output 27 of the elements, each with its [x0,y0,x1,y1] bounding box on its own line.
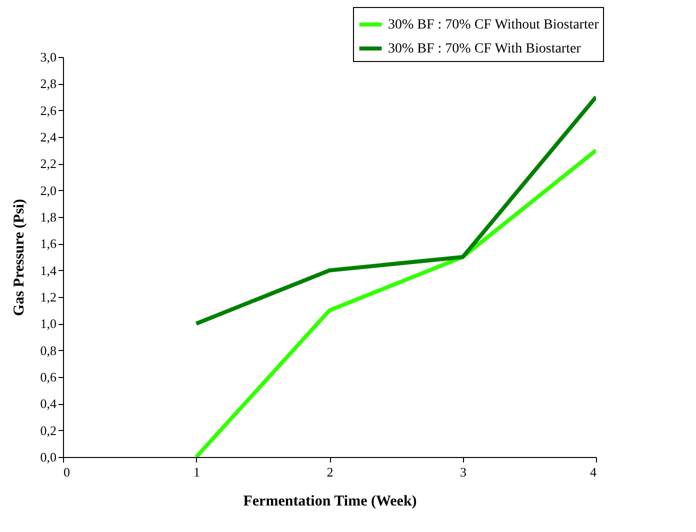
legend-label: 30% BF : 70% CF Without Biostarter [388,18,600,32]
line-series [194,95,596,326]
y-tick-label: 1,4 [40,262,57,278]
x-tick-label: 4 [590,464,597,480]
y-tick-label: 1,8 [40,210,56,224]
legend-label: 30% BF : 70% CF With Biostarter [388,42,582,56]
y-tick-label: 0,2 [40,422,56,438]
y-tick-label: 3,0 [40,50,56,64]
y-tick-label: 2,6 [40,102,57,118]
y-tick-label: 1,6 [40,236,57,252]
y-tick-label: 2,0 [40,182,56,198]
y-tick-label: 1,2 [40,290,56,304]
y-axis-title: Gas Pressure (Psi) [11,199,28,316]
x-tick-label: 3 [460,464,466,480]
y-tick-label: 0,8 [40,342,56,358]
x-axis-title: Fermentation Time (Week) [243,494,417,510]
y-tick-label: 0,0 [40,450,56,464]
y-tick-label: 2,4 [40,130,57,144]
y-tick-label: 2,8 [40,76,56,92]
y-tick-label: 0,6 [40,370,57,384]
y-tick-label: 1,0 [40,316,56,332]
y-tick-label: 2,2 [40,156,56,172]
x-tick-label: 0 [64,464,70,480]
x-tick-label: 1 [194,464,200,480]
line-series [194,148,596,457]
x-tick-label: 2 [326,464,334,480]
y-tick-label: 0,4 [40,396,57,412]
